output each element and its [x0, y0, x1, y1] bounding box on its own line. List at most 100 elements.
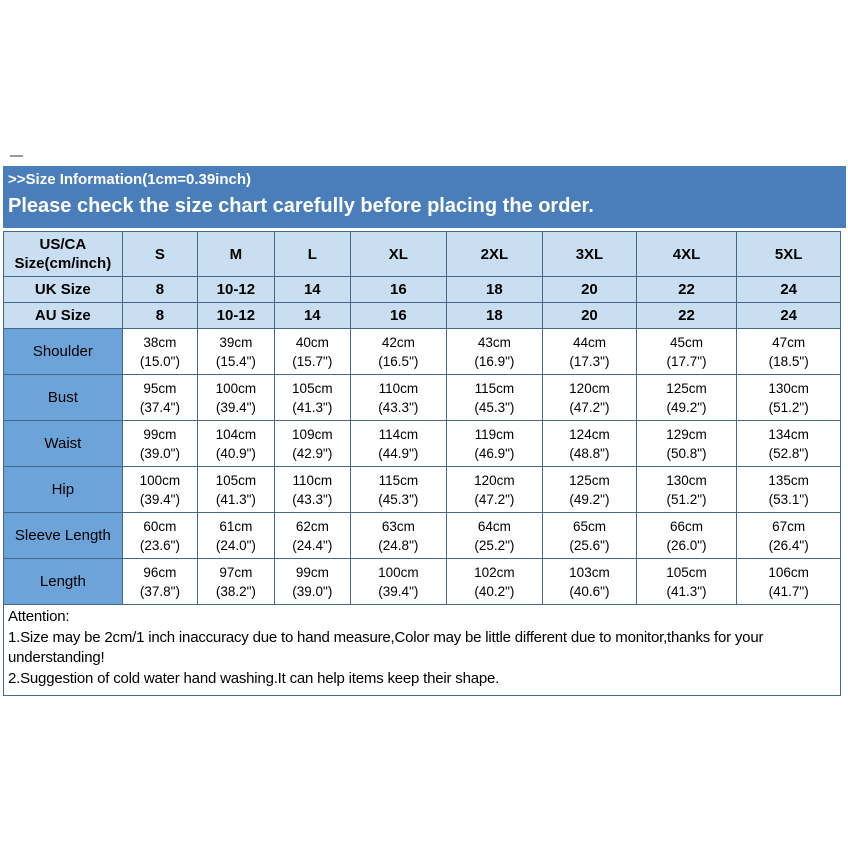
uk-size-value: 20 — [542, 276, 637, 303]
measure-label-bust: Bust — [3, 374, 123, 421]
measure-cell: 96cm (37.8") — [121, 558, 199, 605]
au-size-value: 24 — [736, 302, 841, 329]
size-table: US/CA Size(cm/inch) S M L XL 2XL 3XL 4XL… — [3, 231, 841, 605]
measure-cell: 120cm (47.2") — [445, 466, 544, 513]
length-row: Length 96cm (37.8") 97cm (38.2") 99cm (39.0… — [3, 558, 841, 605]
size-col-header-5xl: 5XL — [736, 231, 841, 277]
measure-label-length: Length — [3, 558, 123, 605]
measure-cell: 100cm (39.4") — [197, 374, 275, 421]
measure-cell: 120cm (47.2") — [542, 374, 637, 421]
measure-cell: 134cm (52.8") — [736, 420, 841, 467]
measure-cell: 62cm (24.4") — [273, 512, 352, 559]
measure-cell: 65cm (25.6") — [542, 512, 637, 559]
measure-cell: 124cm (48.8") — [542, 420, 637, 467]
measure-cell: 66cm (26.0") — [635, 512, 738, 559]
size-information-title: >>Size Information(1cm=0.39inch) — [8, 171, 251, 188]
measure-cell: 109cm (42.9") — [273, 420, 352, 467]
uk-size-value: 10-12 — [197, 276, 275, 303]
hip-row: Hip 100cm (39.4") 105cm (41.3") 110cm (43.3… — [3, 466, 841, 513]
measure-cell: 64cm (25.2") — [445, 512, 544, 559]
size-col-header-3xl: 3XL — [542, 231, 637, 277]
measure-label-sleeve-length: Sleeve Length — [3, 512, 123, 559]
au-size-value: 10-12 — [197, 302, 275, 329]
corner-header-line2: Size(cm/inch) — [14, 255, 112, 272]
measure-cell: 60cm (23.6") — [121, 512, 199, 559]
measure-cell: 95cm (37.4") — [121, 374, 199, 421]
measure-cell: 115cm (45.3") — [350, 466, 447, 513]
au-size-value: 14 — [273, 302, 352, 329]
measure-cell: 110cm (43.3") — [273, 466, 352, 513]
measure-cell: 42cm (16.5") — [350, 328, 447, 375]
uk-size-value: 22 — [635, 276, 738, 303]
au-size-value: 16 — [350, 302, 447, 329]
measure-cell: 45cm (17.7") — [635, 328, 738, 375]
measure-cell: 104cm (40.9") — [197, 420, 275, 467]
corner-header-line1: US/CA — [39, 236, 87, 253]
size-col-header-m: M — [197, 231, 275, 277]
measure-cell: 102cm (40.2") — [445, 558, 544, 605]
uk-size-value: 24 — [736, 276, 841, 303]
measure-cell: 119cm (46.9") — [445, 420, 544, 467]
attention-note-2: 2.Suggestion of cold water hand washing.… — [8, 669, 500, 687]
measure-cell: 110cm (43.3") — [350, 374, 447, 421]
attention-box: Attention: 1.Size may be 2cm/1 inch inac… — [3, 605, 841, 696]
measure-cell: 130cm (51.2") — [635, 466, 738, 513]
measure-cell: 38cm (15.0") — [121, 328, 199, 375]
measure-cell: 99cm (39.0") — [121, 420, 199, 467]
measure-cell: 43cm (16.9") — [445, 328, 544, 375]
measure-cell: 40cm (15.7") — [273, 328, 352, 375]
size-check-notice: Please check the size chart carefully be… — [8, 195, 594, 217]
measure-cell: 103cm (40.6") — [542, 558, 637, 605]
uk-size-value: 16 — [350, 276, 447, 303]
measure-cell: 63cm (24.8") — [350, 512, 447, 559]
banner: >>Size Information(1cm=0.39inch) Please … — [3, 166, 846, 228]
measure-cell: 130cm (51.2") — [736, 374, 841, 421]
measure-cell: 44cm (17.3") — [542, 328, 637, 375]
measure-cell: 100cm (39.4") — [121, 466, 199, 513]
measure-cell: 47cm (18.5") — [736, 328, 841, 375]
attention-title: Attention: — [8, 608, 70, 625]
size-col-header-s: S — [121, 231, 199, 277]
bust-row: Bust 95cm (37.4") 100cm (39.4") 105cm (41.3… — [3, 374, 841, 421]
page-artifact-line — [10, 155, 23, 157]
size-chart-sheet: >>Size Information(1cm=0.39inch) Please … — [3, 166, 846, 696]
uk-size-value: 8 — [121, 276, 199, 303]
uk-size-row: UK Size 8 10-12 14 16 18 20 22 24 — [3, 276, 841, 303]
au-size-row: AU Size 8 10-12 14 16 18 20 22 24 — [3, 302, 841, 329]
measure-cell: 67cm (26.4") — [736, 512, 841, 559]
size-header-row: US/CA Size(cm/inch) S M L XL 2XL 3XL 4XL… — [3, 231, 841, 277]
measure-cell: 105cm (41.3") — [197, 466, 275, 513]
measure-cell: 125cm (49.2") — [635, 374, 738, 421]
size-col-header-4xl: 4XL — [635, 231, 738, 277]
size-col-header-xl: XL — [350, 231, 447, 277]
size-col-header-l: L — [273, 231, 352, 277]
measure-label-hip: Hip — [3, 466, 123, 513]
measure-cell: 39cm (15.4") — [197, 328, 275, 375]
attention-note-1: 1.Size may be 2cm/1 inch inaccuracy due … — [8, 628, 764, 667]
waist-row: Waist 99cm (39.0") 104cm (40.9") 109cm (42.… — [3, 420, 841, 467]
measure-cell: 125cm (49.2") — [542, 466, 637, 513]
measure-cell: 97cm (38.2") — [197, 558, 275, 605]
measure-cell: 106cm (41.7") — [736, 558, 841, 605]
measure-cell: 61cm (24.0") — [197, 512, 275, 559]
uk-size-value: 18 — [445, 276, 544, 303]
corner-header: US/CA Size(cm/inch) — [3, 231, 123, 277]
au-size-value: 22 — [635, 302, 738, 329]
measure-cell: 114cm (44.9") — [350, 420, 447, 467]
au-size-label: AU Size — [3, 302, 123, 329]
au-size-value: 20 — [542, 302, 637, 329]
measure-cell: 135cm (53.1") — [736, 466, 841, 513]
measure-cell: 129cm (50.8") — [635, 420, 738, 467]
measure-cell: 115cm (45.3") — [445, 374, 544, 421]
measure-label-shoulder: Shoulder — [3, 328, 123, 375]
au-size-value: 8 — [121, 302, 199, 329]
uk-size-value: 14 — [273, 276, 352, 303]
measure-label-waist: Waist — [3, 420, 123, 467]
size-col-header-2xl: 2XL — [445, 231, 544, 277]
measure-cell: 105cm (41.3") — [273, 374, 352, 421]
measure-cell: 100cm (39.4") — [350, 558, 447, 605]
measure-cell: 105cm (41.3") — [635, 558, 738, 605]
au-size-value: 18 — [445, 302, 544, 329]
measure-cell: 99cm (39.0") — [273, 558, 352, 605]
uk-size-label: UK Size — [3, 276, 123, 303]
